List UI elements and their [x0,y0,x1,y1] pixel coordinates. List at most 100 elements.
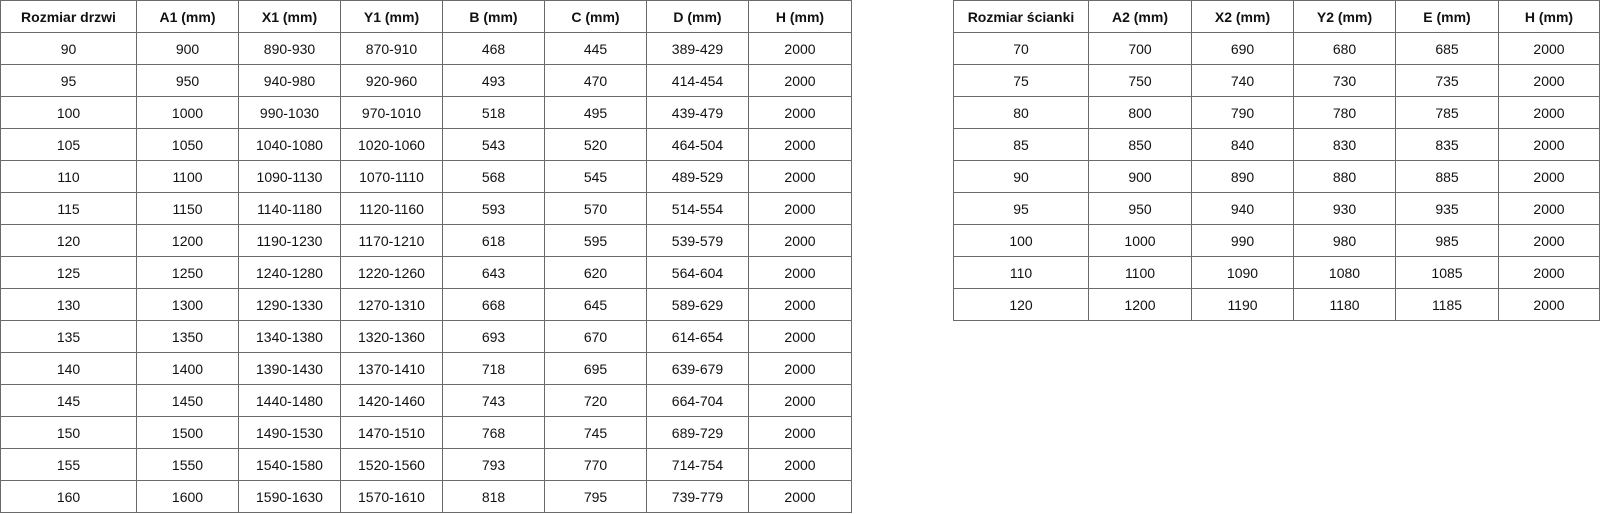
table-cell: 2000 [748,288,852,321]
table-cell: 493 [442,64,545,97]
table-cell: 105 [0,128,137,161]
table-cell: 950 [1088,192,1192,225]
table-cell: 739-779 [646,480,749,513]
table-cell: 414-454 [646,64,749,97]
column-header: Y2 (mm) [1293,0,1396,33]
table-cell: 2000 [748,480,852,513]
table-cell: 95 [0,64,137,97]
table-cell: 1540-1580 [238,448,341,481]
table-cell: 1200 [136,224,239,257]
table-row: 115 1150 1140-1180 1120-1160 593 570 514-554 20… [0,192,852,225]
column-header: D (mm) [646,0,749,33]
table-cell: 870-910 [340,32,443,65]
table-cell: 1270-1310 [340,288,443,321]
table-cell: 1170-1210 [340,224,443,257]
table-cell: 2000 [1498,192,1600,225]
table-row: 70 700 690 680 685 2000 [953,32,1600,65]
table-cell: 468 [442,32,545,65]
table-cell: 1090-1130 [238,160,341,193]
table-cell: 670 [544,320,647,353]
table-cell: 639-679 [646,352,749,385]
table-cell: 75 [953,64,1089,97]
table-row: 140 1400 1390-1430 1370-1410 718 695 639-679 20… [0,352,852,385]
table-cell: 790 [1191,96,1294,129]
table-cell: 1490-1530 [238,416,341,449]
table-cell: 1100 [136,160,239,193]
table-cell: 645 [544,288,647,321]
table-cell: 1040-1080 [238,128,341,161]
table-cell: 680 [1293,32,1396,65]
table-cell: 2000 [1498,96,1600,129]
table-cell: 2000 [748,256,852,289]
table-cell: 1050 [136,128,239,161]
column-header: A1 (mm) [136,0,239,33]
table-row: 120 1200 1190 1180 1185 2000 [953,288,1600,321]
table-row: 130 1300 1290-1330 1270-1310 668 645 589-629 20… [0,288,852,321]
table-cell: 1550 [136,448,239,481]
table-cell: 145 [0,384,137,417]
table-cell: 970-1010 [340,96,443,129]
table-cell: 1450 [136,384,239,417]
table-cell: 160 [0,480,137,513]
table-cell: 80 [953,96,1089,129]
table-row: 80 800 790 780 785 2000 [953,96,1600,129]
table-cell: 90 [953,160,1089,193]
table-row: 135 1350 1340-1380 1320-1360 693 670 614-654 20… [0,320,852,353]
table-cell: 593 [442,192,545,225]
table-cell: 1000 [136,96,239,129]
table-cell: 2000 [1498,128,1600,161]
table-cell: 2000 [748,160,852,193]
table-cell: 2000 [1498,224,1600,257]
table-cell: 439-479 [646,96,749,129]
table-cell: 1470-1510 [340,416,443,449]
table-row: 100 1000 990-1030 970-1010 518 495 439-479 2000 [0,96,852,129]
table-cell: 980 [1293,224,1396,257]
table-cell: 464-504 [646,128,749,161]
table-cell: 740 [1191,64,1294,97]
table-cell: 1590-1630 [238,480,341,513]
table-cell: 115 [0,192,137,225]
table-cell: 1190 [1191,288,1294,321]
table-cell: 768 [442,416,545,449]
table-cell: 785 [1395,96,1499,129]
table-cell: 850 [1088,128,1192,161]
table-cell: 120 [953,288,1089,321]
table-cell: 1370-1410 [340,352,443,385]
table-cell: 685 [1395,32,1499,65]
table-row: 90 900 890 880 885 2000 [953,160,1600,193]
table-row: 110 1100 1090-1130 1070-1110 568 545 489-529 20… [0,160,852,193]
table-cell: 595 [544,224,647,257]
table-cell: 125 [0,256,137,289]
table-cell: 1390-1430 [238,352,341,385]
table-row: 150 1500 1490-1530 1470-1510 768 745 689-729 20… [0,416,852,449]
table-cell: 543 [442,128,545,161]
table-cell: 818 [442,480,545,513]
table-row: 120 1200 1190-1230 1170-1210 618 595 539-579 20… [0,224,852,257]
table-cell: 100 [0,96,137,129]
table-cell: 750 [1088,64,1192,97]
table-cell: 2000 [748,416,852,449]
table-cell: 990 [1191,224,1294,257]
table-cell: 940-980 [238,64,341,97]
table-cell: 930 [1293,192,1396,225]
column-header: X1 (mm) [238,0,341,33]
table-cell: 2000 [1498,32,1600,65]
table-cell: 90 [0,32,137,65]
wall-size-table: Rozmiar ścianki A2 (mm) X2 (mm) Y2 (mm) E (m… [953,0,1600,321]
table-cell: 1150 [136,192,239,225]
table-cell: 800 [1088,96,1192,129]
table-row: 95 950 940 930 935 2000 [953,192,1600,225]
table-cell: 735 [1395,64,1499,97]
table-cell: 155 [0,448,137,481]
table-cell: 935 [1395,192,1499,225]
table-cell: 900 [136,32,239,65]
column-header: Rozmiar ścianki [953,0,1089,33]
table-cell: 489-529 [646,160,749,193]
table-row: 145 1450 1440-1480 1420-1460 743 720 664-704 20… [0,384,852,417]
table-cell: 693 [442,320,545,353]
table-cell: 518 [442,96,545,129]
table-cell: 445 [544,32,647,65]
table-cell: 2000 [748,128,852,161]
table-cell: 1085 [1395,256,1499,289]
table-cell: 830 [1293,128,1396,161]
